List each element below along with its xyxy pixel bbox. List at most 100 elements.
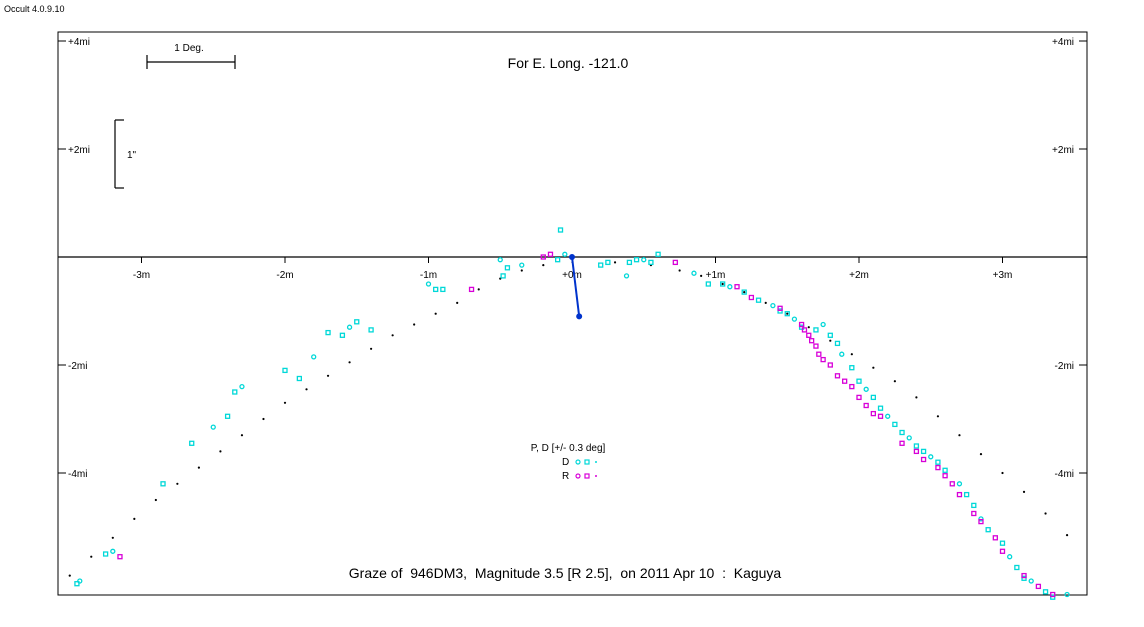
d-event-point: [346, 324, 353, 330]
y-tick-label-left: +2mi: [68, 145, 90, 156]
limb-profile: [68, 261, 1069, 577]
d-event-point: [555, 257, 561, 263]
profile-point: [764, 301, 767, 304]
d-event-point: [849, 365, 855, 371]
d-event-point: [433, 286, 439, 293]
d-event-point: [798, 324, 805, 330]
r-event-point: [863, 402, 869, 409]
r-event-point: [801, 327, 808, 333]
d-event-point: [899, 429, 905, 436]
d-event-point: [160, 481, 166, 487]
legend-marker-r: [575, 473, 597, 479]
r-event-point: [798, 321, 805, 328]
r-event-point: [920, 456, 927, 463]
r-event-point: [827, 362, 833, 368]
profile-point: [613, 261, 617, 264]
r-event-point: [117, 554, 123, 560]
legend-marker-circle: [575, 473, 581, 479]
r-event-point: [935, 464, 941, 471]
d-event-point: [870, 394, 876, 401]
d-event-point: [741, 289, 747, 295]
x-tick-label: -1m: [420, 270, 437, 281]
legend-label-d: D: [562, 457, 569, 468]
r-event-point: [992, 535, 998, 541]
profile-point: [348, 361, 351, 364]
d-event-point: [834, 340, 841, 347]
profile-point: [893, 380, 896, 383]
d-event-point: [813, 327, 819, 333]
d-event-point: [605, 259, 611, 266]
d-event-point: [885, 413, 891, 419]
r-event-point: [820, 356, 826, 363]
profile-point: [542, 264, 545, 267]
legend-marker-square: [584, 459, 590, 465]
x-tick-label: +2m: [849, 270, 869, 281]
profile-point: [807, 326, 810, 329]
profile-point: [872, 366, 875, 369]
d-event-point: [311, 354, 317, 360]
d-event-point: [1028, 578, 1034, 584]
r-event-point: [971, 510, 977, 517]
profile-point: [154, 498, 157, 502]
r-event-point: [834, 373, 841, 379]
profile-point: [305, 388, 308, 391]
d-event-point: [791, 316, 798, 322]
profile-point: [133, 517, 136, 521]
scale-bar-horizontal: 1 Deg.: [146, 43, 236, 69]
d-event-point: [705, 281, 711, 287]
d-event-point: [325, 329, 331, 336]
d-event-point: [354, 319, 360, 325]
profile-point: [1044, 512, 1047, 515]
d-events: [74, 227, 1070, 600]
profile-point: [829, 339, 832, 342]
profile-point: [1022, 490, 1026, 493]
d-event-point: [1021, 575, 1027, 581]
r-event-point: [949, 481, 955, 487]
y-tick-label-right: -4mi: [1055, 469, 1074, 480]
legend: P, D [+/- 0.3 deg] D R: [531, 443, 606, 482]
r-event-point: [899, 440, 905, 446]
r-event-point: [913, 448, 920, 455]
r-event-point: [1021, 572, 1027, 579]
profile-point: [958, 434, 961, 437]
profile-point: [90, 555, 93, 558]
d-event-point: [935, 459, 941, 465]
d-event-point: [913, 443, 920, 449]
legend-title: P, D [+/- 0.3 deg]: [531, 443, 606, 454]
d-event-point: [504, 265, 511, 271]
profile-point: [1001, 471, 1004, 475]
d-event-point: [839, 351, 845, 357]
d-event-point: [863, 386, 869, 392]
d-event-point: [963, 491, 970, 498]
d-event-point: [727, 284, 733, 290]
d-event-point: [74, 581, 80, 587]
y-tick-label-right: -2mi: [1055, 361, 1074, 372]
d-event-point: [770, 302, 776, 309]
d-event-point: [1050, 594, 1056, 600]
d-event-point: [999, 540, 1006, 546]
r-event-point: [540, 254, 546, 260]
x-tick-label: +3m: [993, 270, 1013, 281]
profile-point: [326, 374, 330, 377]
r-event-point: [547, 251, 554, 257]
d-event-point: [282, 367, 288, 374]
d-event-point: [655, 251, 661, 257]
d-event-point: [892, 421, 898, 428]
profile-point: [176, 482, 179, 485]
profile-point: [520, 269, 523, 272]
r-event-point: [978, 518, 984, 525]
profile-point: [434, 312, 437, 315]
y-tick-label-left: -2mi: [68, 361, 87, 372]
d-event-point: [440, 286, 446, 293]
x-tick-label: -3m: [133, 270, 150, 281]
profile-point: [262, 417, 265, 421]
r-event-point: [856, 394, 862, 401]
d-event-point: [224, 413, 231, 419]
d-event-point: [928, 454, 934, 460]
d-event-point: [239, 383, 245, 390]
r-event-point: [777, 305, 783, 311]
y-tick-label-right: +4mi: [1052, 37, 1074, 48]
profile-point: [936, 415, 940, 418]
